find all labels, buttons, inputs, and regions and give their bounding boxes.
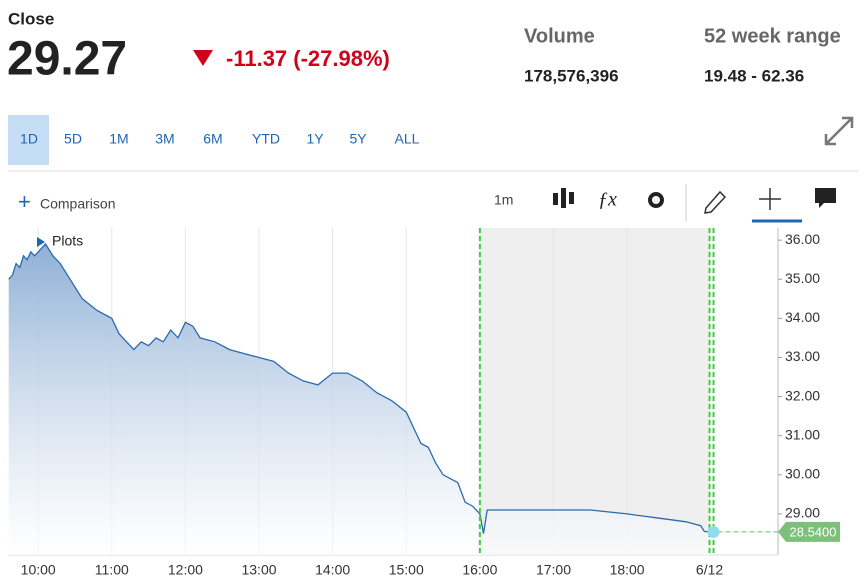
- range: 19.48 - 62.36: [704, 66, 804, 85]
- fx-icon[interactable]: ƒx: [598, 189, 617, 211]
- interval[interactable]: 1m: [494, 192, 513, 208]
- y-tick-label: 30.00: [785, 466, 820, 482]
- comparison[interactable]: Comparison: [40, 196, 115, 212]
- x-tick-label: 15:00: [389, 562, 424, 578]
- after-hours-shade: [479, 228, 710, 555]
- y-tick-label: 29.00: [785, 505, 820, 521]
- x-tick-label: 12:00: [168, 562, 203, 578]
- x-tick-label: 6/12: [696, 562, 723, 578]
- crosshair-icon[interactable]: [759, 188, 781, 210]
- range-button[interactable]: ALL: [395, 131, 420, 147]
- y-tick-label: 33.00: [785, 348, 820, 364]
- down-arrow: [193, 50, 213, 66]
- close-label: Close: [8, 9, 54, 28]
- range-button[interactable]: 1Y: [306, 131, 324, 147]
- x-tick-label: 10:00: [21, 562, 56, 578]
- x-tick-label: 14:00: [315, 562, 350, 578]
- x-tick-label: 18:00: [610, 562, 645, 578]
- expand-icon[interactable]: [824, 116, 854, 146]
- range-button[interactable]: 5Y: [349, 131, 367, 147]
- x-tick-label: 16:00: [462, 562, 497, 578]
- range-button[interactable]: YTD: [252, 131, 280, 147]
- price-line: [8, 242, 710, 534]
- range-buttons: 1D 5D 1M 3M 6M YTD 1Y 5Y ALL: [20, 131, 420, 147]
- y-tick-label: 36.00: [785, 231, 820, 247]
- volume: 178,576,396: [524, 66, 619, 85]
- plots[interactable]: Plots: [52, 233, 83, 249]
- y-tick-label: 35.00: [785, 270, 820, 286]
- range-button[interactable]: 6M: [203, 131, 222, 147]
- y-tick-label: 34.00: [785, 309, 820, 325]
- pencil-icon[interactable]: [704, 190, 727, 214]
- area: [8, 244, 710, 555]
- last-price-label: 28.5400: [790, 524, 837, 539]
- range-button[interactable]: 3M: [155, 131, 174, 147]
- range-label: 52 week range: [704, 25, 841, 47]
- settings-icon[interactable]: [648, 192, 664, 208]
- y-tick-label: 32.00: [785, 387, 820, 403]
- x-tick-label: 11:00: [95, 562, 129, 578]
- range-button[interactable]: 5D: [64, 131, 82, 147]
- x-tick-label: 17:00: [536, 562, 571, 578]
- plots-arrow[interactable]: [37, 237, 45, 247]
- active-range: [8, 115, 49, 165]
- change: -11.37 (-27.98%): [226, 46, 390, 71]
- range-button[interactable]: 1D: [20, 131, 38, 147]
- x-tick-label: 13:00: [241, 562, 276, 578]
- comment-icon[interactable]: [815, 188, 836, 208]
- plus-icon[interactable]: +: [18, 189, 31, 214]
- last-point: [707, 525, 720, 538]
- y-tick-label: 31.00: [785, 426, 820, 442]
- volume-label: Volume: [524, 25, 595, 47]
- candle-icon[interactable]: [553, 188, 574, 208]
- last-price-tag: [778, 521, 840, 542]
- price: 29.27: [7, 33, 127, 86]
- chart: 10:00 11:00 12:00 13:00 14:00 15:00 16:00 17:00…: [8, 228, 840, 578]
- range-button[interactable]: 1M: [109, 131, 128, 147]
